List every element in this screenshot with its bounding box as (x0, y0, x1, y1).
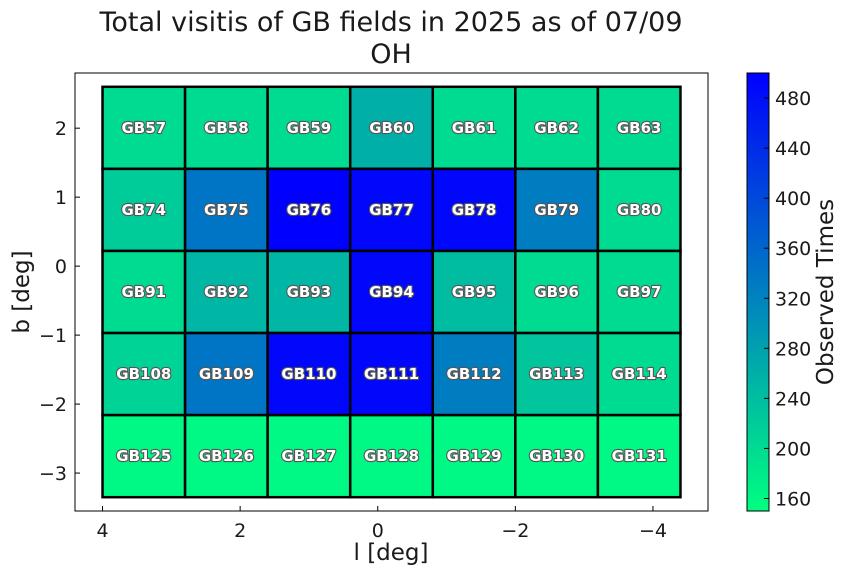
cell-gb74 (101, 167, 187, 253)
cell-gb80 (596, 167, 682, 253)
cell-gb78 (431, 167, 517, 253)
x-tick-label: 2 (234, 520, 246, 542)
cell-label-gb62: GB62 (534, 119, 579, 137)
heatmap-cells (101, 85, 682, 499)
cell-label-gb57: GB57 (121, 119, 166, 137)
cell-label-gb58: GB58 (204, 119, 249, 137)
cell-label-gb77: GB77 (369, 201, 414, 219)
cell-gb109 (183, 331, 269, 417)
cell-gb127 (266, 413, 352, 499)
chart-title-line-2: OH (370, 39, 412, 70)
cell-label-gb93: GB93 (287, 283, 332, 301)
cell-label-gb108: GB108 (116, 365, 171, 383)
plot-frame (74, 72, 709, 512)
colorbar-tick-label: 280 (775, 338, 811, 360)
cell-label-gb113: GB113 (529, 365, 584, 383)
cell-gb57 (101, 85, 187, 171)
cell-gb93 (266, 249, 352, 335)
colorbar-tick-label: 240 (775, 388, 811, 410)
cell-gb62 (514, 85, 600, 171)
cell-label-gb97: GB97 (617, 283, 662, 301)
cell-label-gb92: GB92 (204, 283, 249, 301)
y-tick-label: −2 (39, 394, 67, 416)
cell-label-gb80: GB80 (617, 201, 662, 219)
cell-gb130 (514, 413, 600, 499)
cell-label-gb131: GB131 (612, 447, 667, 465)
x-tick-label: 0 (372, 520, 384, 542)
y-tick-label: −3 (39, 463, 67, 485)
cell-label-gb126: GB126 (199, 447, 254, 465)
cell-gb96 (514, 249, 600, 335)
cell-label-gb130: GB130 (529, 447, 584, 465)
x-axis-ticks: 4 2 0 −2 −4 (96, 506, 667, 542)
cell-gb58 (183, 85, 269, 171)
cell-label-gb74: GB74 (121, 201, 166, 219)
y-tick-label: −1 (39, 325, 67, 347)
cell-label-gb112: GB112 (447, 365, 502, 383)
cell-label-gb59: GB59 (287, 119, 332, 137)
x-tick-label: −2 (501, 520, 529, 542)
cell-label-gb63: GB63 (617, 119, 662, 137)
x-tick-label: 4 (96, 520, 108, 542)
colorbar (746, 72, 770, 512)
y-tick-label: 1 (55, 187, 67, 209)
cell-label-gb114: GB114 (612, 365, 667, 383)
x-tick-label: −4 (639, 520, 667, 542)
y-tick-label: 0 (55, 256, 67, 278)
colorbar-tick-label: 320 (775, 288, 811, 310)
cell-label-gb110: GB110 (281, 365, 336, 383)
colorbar-tick-label: 440 (775, 138, 811, 160)
colorbar-label: Observed Times (813, 199, 839, 385)
cell-label-gb61: GB61 (452, 119, 497, 137)
x-axis-label: l [deg] (354, 540, 429, 566)
cell-gb131 (596, 413, 682, 499)
cell-label-gb78: GB78 (452, 201, 497, 219)
cell-gb108 (101, 331, 187, 417)
colorbar-tick-label: 200 (775, 438, 811, 460)
cell-label-gb109: GB109 (199, 365, 254, 383)
colorbar-tick-label: 480 (775, 88, 811, 110)
heatmap-cell-labels: GB57 GB58 GB59 GB60 GB61 GB62 GB63 GB74 GB75 GB76… (115, 118, 668, 467)
cell-label-gb111: GB111 (364, 365, 419, 383)
colorbar-tick-label: 400 (775, 188, 811, 210)
cell-label-gb75: GB75 (204, 201, 249, 219)
cell-gb125 (101, 413, 187, 499)
y-axis-ticks: 2 1 0 −1 −2 −3 (39, 118, 80, 485)
cell-label-gb125: GB125 (116, 447, 171, 465)
cell-gb92 (183, 249, 269, 335)
cell-label-gb91: GB91 (121, 283, 166, 301)
y-axis-label: b [deg] (9, 250, 35, 333)
cell-label-gb60: GB60 (369, 119, 414, 137)
cell-label-gb76: GB76 (287, 201, 332, 219)
colorbar-tick-label: 160 (775, 488, 811, 510)
colorbar-tick-label: 360 (775, 238, 811, 260)
cell-label-gb129: GB129 (447, 447, 502, 465)
cell-label-gb79: GB79 (534, 201, 579, 219)
cell-gb95 (431, 249, 517, 335)
cell-label-gb127: GB127 (281, 447, 336, 465)
cell-label-gb94: GB94 (369, 283, 414, 301)
cell-gb113 (514, 331, 600, 417)
chart-title-line-1: Total visitis of GB fields in 2025 as of… (98, 7, 682, 38)
cell-label-gb95: GB95 (452, 283, 497, 301)
y-tick-label: 2 (55, 118, 67, 140)
cell-gb97 (596, 249, 682, 335)
cell-label-gb128: GB128 (364, 447, 419, 465)
colorbar-ticks: 160 200 240 280 320 360 400 440 480 (764, 88, 811, 510)
cell-gb76 (266, 167, 352, 253)
cell-label-gb96: GB96 (534, 283, 579, 301)
